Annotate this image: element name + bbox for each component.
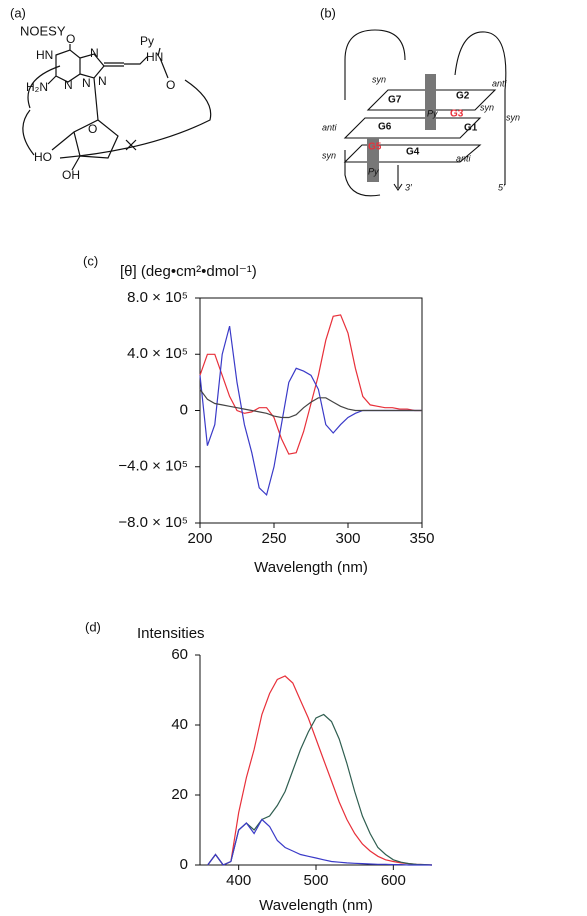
sugar-bonds: [51, 119, 119, 171]
data-line: [199, 389, 422, 419]
y-tick-label: 60: [171, 646, 188, 663]
x-axis-label: Wavelength (nm): [254, 559, 368, 576]
y-tick-label: 4.0 × 10⁵: [127, 345, 188, 362]
conformation: syn: [322, 150, 336, 160]
pyrene: [425, 74, 436, 130]
y-tick-label: 0: [180, 856, 188, 873]
panel-label: (c): [83, 253, 98, 268]
x-tick-label: 200: [187, 530, 212, 547]
noe-arrow: [22, 65, 61, 156]
loop: [344, 150, 381, 197]
strand-end: [393, 165, 403, 191]
pyrene-label: Py: [368, 166, 379, 176]
guanine: G3: [450, 109, 464, 120]
strand-end-label: 3′: [405, 182, 412, 192]
x-tick-label: 350: [409, 530, 434, 547]
guanine: G7: [388, 95, 402, 106]
panel-b: [343, 29, 507, 197]
data-line: [207, 675, 433, 866]
conformation: syn: [372, 74, 386, 84]
y-axis-label: [θ] (deg•cm²•dmol⁻¹): [120, 263, 257, 280]
guanine: G1: [464, 123, 478, 134]
pyrene: [367, 138, 379, 182]
x-tick-label: 250: [261, 530, 286, 547]
cross: [125, 139, 137, 151]
atom-labels: Py HN O O HN N H₂N N N N HO O OH: [26, 32, 175, 182]
atom: H₂N: [26, 80, 48, 94]
atom: Py: [140, 34, 154, 48]
atom: N: [90, 46, 99, 60]
conformation: anti: [322, 122, 338, 132]
pyrene-label: Py: [427, 108, 438, 118]
x-tick-label: 500: [303, 872, 328, 889]
guanine: G4: [406, 147, 420, 158]
panel-label: (a): [10, 5, 26, 20]
tetrad: [343, 117, 482, 139]
atom: HN: [36, 48, 53, 62]
data-line: [207, 818, 432, 866]
x-tick-label: 600: [381, 872, 406, 889]
data-line: [207, 713, 433, 866]
noe-arrow-crossed: [59, 79, 212, 159]
guanine: G6: [378, 122, 392, 133]
data-line: [199, 314, 422, 455]
atom: HN: [146, 50, 163, 64]
conformation: syn: [480, 102, 494, 112]
linker-bonds: [104, 47, 169, 79]
atom: O: [88, 122, 97, 136]
tetrad: [366, 89, 497, 111]
conformation: anti: [492, 78, 508, 88]
atom: O: [66, 32, 75, 46]
atom: OH: [62, 168, 80, 182]
panel-label: (d): [85, 619, 101, 634]
guanine: G5: [368, 142, 382, 153]
x-tick-label: 400: [226, 872, 251, 889]
panel-title: NOESY: [20, 23, 66, 38]
conformation: anti: [456, 153, 472, 163]
guanine: G2: [456, 91, 470, 102]
y-tick-label: −8.0 × 10⁵: [118, 514, 188, 531]
y-tick-label: −4.0 × 10⁵: [118, 458, 188, 475]
atom: N: [64, 78, 73, 92]
conformation: syn: [506, 112, 520, 122]
panel-a: [22, 44, 212, 171]
y-axis-label: Intensities: [137, 625, 205, 642]
tetrad: [343, 144, 482, 163]
x-axis-label: Wavelength (nm): [259, 897, 373, 914]
atom: O: [166, 78, 175, 92]
loop: [454, 31, 507, 185]
y-tick-label: 40: [171, 716, 188, 733]
x-tick-label: 300: [335, 530, 360, 547]
panel-label: (b): [320, 5, 336, 20]
atom: HO: [34, 150, 52, 164]
loop: [344, 29, 406, 100]
strand-end-label: 5′: [498, 182, 505, 192]
y-tick-label: 20: [171, 786, 188, 803]
atom: N: [82, 76, 91, 90]
y-tick-label: 8.0 × 10⁵: [127, 289, 188, 306]
y-tick-label: 0: [180, 401, 188, 418]
atom: N: [98, 74, 107, 88]
